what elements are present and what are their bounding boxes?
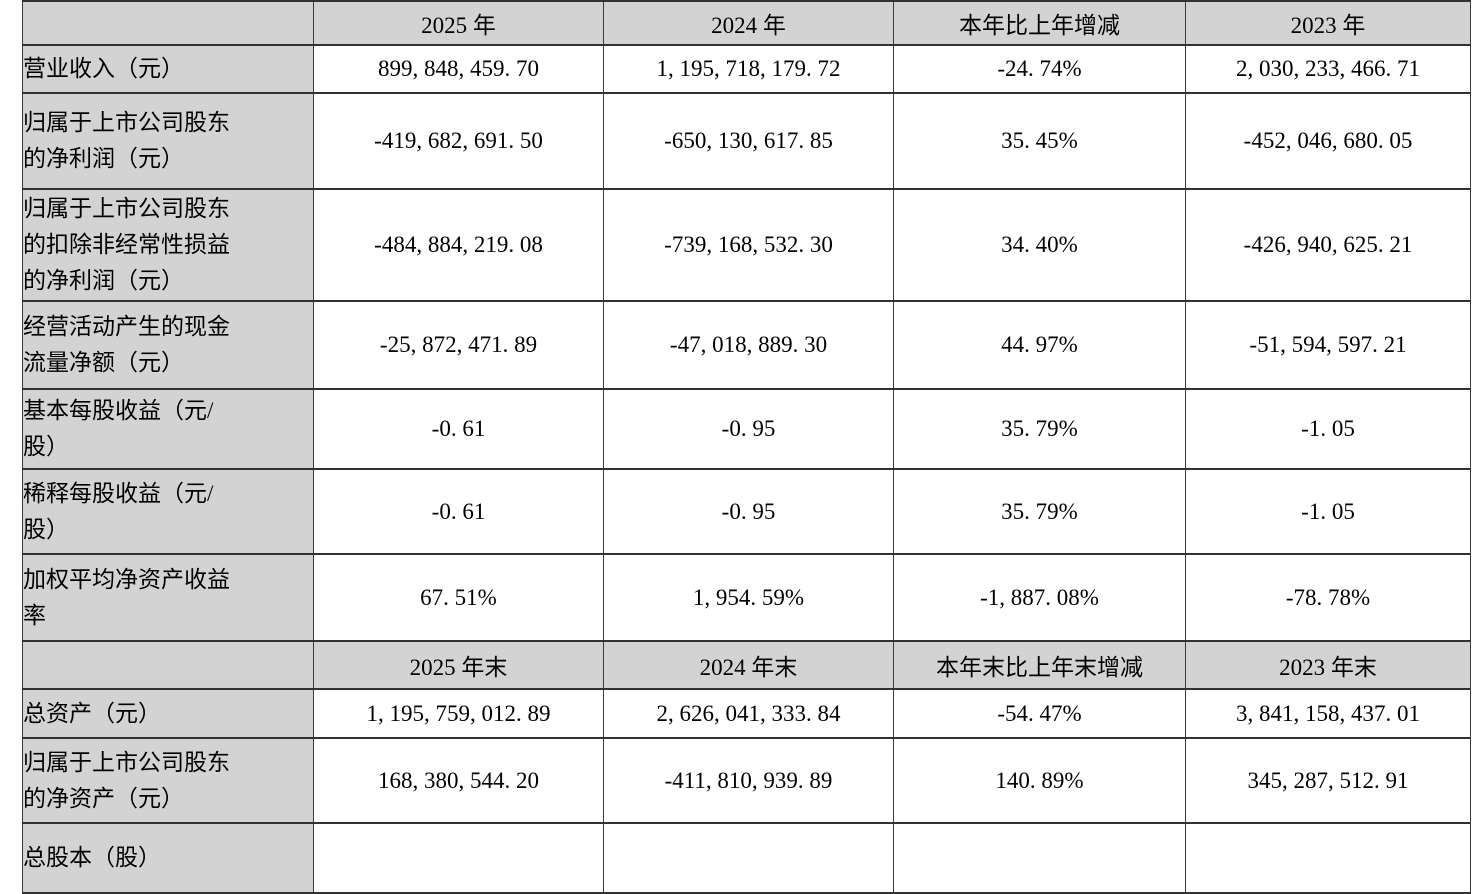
cell-value: -0. 95 — [603, 388, 894, 470]
cell-value: 345, 287, 512. 91 — [1185, 737, 1471, 824]
table-row-net-assets: 归属于上市公司股东 的净资产（元） 168, 380, 544. 20 -411… — [22, 737, 1471, 824]
cell-value: 1, 195, 718, 179. 72 — [603, 44, 894, 94]
cell-value: -739, 168, 532. 30 — [603, 188, 894, 302]
cell-value: -0. 61 — [313, 388, 604, 470]
cell-value: 140. 89% — [893, 737, 1186, 824]
row-label: 基本每股收益（元/ 股） — [22, 388, 314, 470]
column-header-2023-end: 2023 年末 — [1185, 640, 1471, 690]
column-header-2025: 2025 年 — [313, 0, 604, 46]
table-row-diluted-eps: 稀释每股收益（元/ 股） -0. 61 -0. 95 35. 79% -1. 0… — [22, 468, 1471, 555]
column-header-2024-end: 2024 年末 — [603, 640, 894, 690]
cell-value: 1, 195, 759, 012. 89 — [313, 688, 604, 739]
cell-value: 44. 97% — [893, 300, 1186, 390]
row-label: 加权平均净资产收益 率 — [22, 553, 314, 642]
column-header-yearend-change: 本年末比上年末增减 — [893, 640, 1186, 690]
corner-cell — [22, 640, 314, 690]
column-header-2025-end: 2025 年末 — [313, 640, 604, 690]
cell-value: 899, 848, 459. 70 — [313, 44, 604, 94]
cell-value — [313, 822, 604, 894]
cell-value: 35. 45% — [893, 92, 1186, 190]
cell-value: -78. 78% — [1185, 553, 1471, 642]
table-row-operating-cash-flow: 经营活动产生的现金 流量净额（元） -25, 872, 471. 89 -47,… — [22, 300, 1471, 390]
cell-value: -47, 018, 889. 30 — [603, 300, 894, 390]
cell-value: 2, 030, 233, 466. 71 — [1185, 44, 1471, 94]
cell-value: 3, 841, 158, 437. 01 — [1185, 688, 1471, 739]
table-row-basic-eps: 基本每股收益（元/ 股） -0. 61 -0. 95 35. 79% -1. 0… — [22, 388, 1471, 470]
table-row-net-profit-excl-nonrecurring: 归属于上市公司股东 的扣除非经常性损益 的净利润（元） -484, 884, 2… — [22, 188, 1471, 302]
cell-value: -484, 884, 219. 08 — [313, 188, 604, 302]
cell-value: -426, 940, 625. 21 — [1185, 188, 1471, 302]
cell-value — [603, 822, 894, 894]
row-label: 总资产（元） — [22, 688, 314, 739]
row-label: 经营活动产生的现金 流量净额（元） — [22, 300, 314, 390]
cell-value — [893, 822, 1186, 894]
column-header-yoy-change: 本年比上年增减 — [893, 0, 1186, 46]
cell-value: 2, 626, 041, 333. 84 — [603, 688, 894, 739]
cell-value: -1. 05 — [1185, 388, 1471, 470]
cell-value: 168, 380, 544. 20 — [313, 737, 604, 824]
column-header-2023: 2023 年 — [1185, 0, 1471, 46]
cell-value: -411, 810, 939. 89 — [603, 737, 894, 824]
row-label: 稀释每股收益（元/ 股） — [22, 468, 314, 555]
column-header-2024: 2024 年 — [603, 0, 894, 46]
cell-value: 1, 954. 59% — [603, 553, 894, 642]
cell-value — [1185, 822, 1471, 894]
cell-value: -419, 682, 691. 50 — [313, 92, 604, 190]
cell-value: -1, 887. 08% — [893, 553, 1186, 642]
table-row-net-profit: 归属于上市公司股东 的净利润（元） -419, 682, 691. 50 -65… — [22, 92, 1471, 190]
cell-value: -25, 872, 471. 89 — [313, 300, 604, 390]
cell-value: -650, 130, 617. 85 — [603, 92, 894, 190]
table-row-partial-clipped: 总股本（股） — [22, 822, 1471, 894]
cell-value: -0. 61 — [313, 468, 604, 555]
financial-summary-table: 2025 年 2024 年 本年比上年增减 2023 年 营业收入（元） 899… — [22, 0, 1471, 894]
table-row-operating-revenue: 营业收入（元） 899, 848, 459. 70 1, 195, 718, 1… — [22, 44, 1471, 94]
cell-value: 35. 79% — [893, 388, 1186, 470]
table-row-weighted-avg-roe: 加权平均净资产收益 率 67. 51% 1, 954. 59% -1, 887.… — [22, 553, 1471, 642]
row-label: 归属于上市公司股东 的净资产（元） — [22, 737, 314, 824]
cell-value: -51, 594, 597. 21 — [1185, 300, 1471, 390]
cell-value: -1. 05 — [1185, 468, 1471, 555]
cell-value: 34. 40% — [893, 188, 1186, 302]
corner-cell — [22, 0, 314, 46]
row-label: 归属于上市公司股东 的净利润（元） — [22, 92, 314, 190]
financial-summary-table-container: 2025 年 2024 年 本年比上年增减 2023 年 营业收入（元） 899… — [22, 0, 1471, 894]
cell-value: -452, 046, 680. 05 — [1185, 92, 1471, 190]
table-row-total-assets: 总资产（元） 1, 195, 759, 012. 89 2, 626, 041,… — [22, 688, 1471, 739]
cell-value: 67. 51% — [313, 553, 604, 642]
row-label: 营业收入（元） — [22, 44, 314, 94]
cell-value: -24. 74% — [893, 44, 1186, 94]
section1-header-row: 2025 年 2024 年 本年比上年增减 2023 年 — [22, 0, 1471, 46]
row-label: 归属于上市公司股东 的扣除非经常性损益 的净利润（元） — [22, 188, 314, 302]
cell-value: 35. 79% — [893, 468, 1186, 555]
row-label: 总股本（股） — [22, 822, 314, 894]
cell-value: -54. 47% — [893, 688, 1186, 739]
cell-value: -0. 95 — [603, 468, 894, 555]
section2-header-row: 2025 年末 2024 年末 本年末比上年末增减 2023 年末 — [22, 640, 1471, 690]
